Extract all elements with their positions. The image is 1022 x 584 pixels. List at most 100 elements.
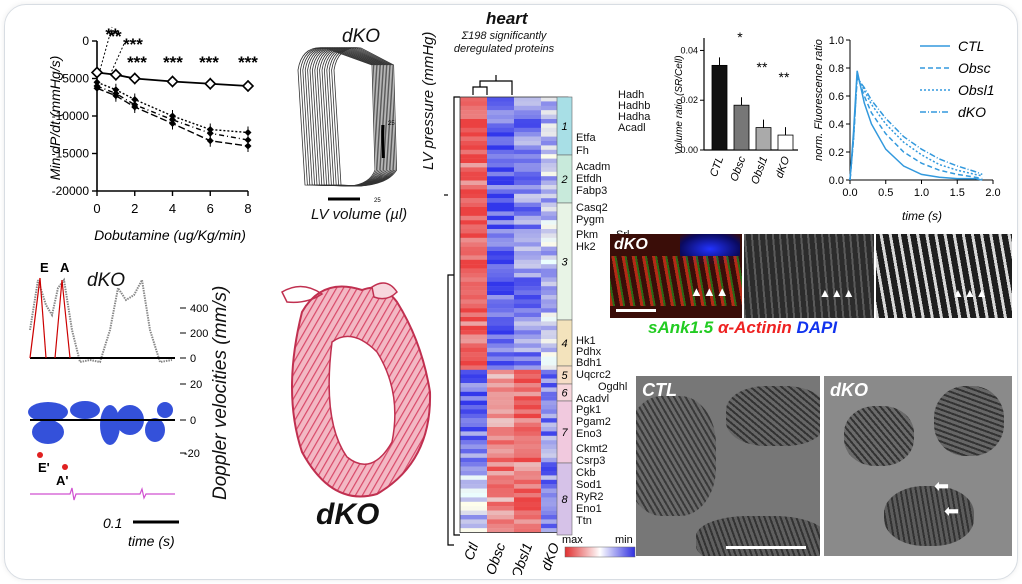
heatmap-cell [514,105,541,111]
heatmap-cell [487,497,514,502]
heatmap-cell [541,268,568,274]
figure-frame [4,4,1018,580]
heatmap-cell [487,255,514,260]
heatmap-cell [460,255,487,260]
fl-series-line [849,74,983,181]
heatmap-cell [487,132,514,137]
heatmap-cell [460,427,487,432]
vr-sig: ** [779,69,790,85]
heatmap-cell [460,444,487,450]
heatmap-col-label: dKO [538,540,563,572]
heatmap-cell [514,286,541,291]
heatmap-cell [487,277,514,282]
fl-ylabel: norm. Fluorescence ratio [813,39,825,161]
heatmap-cell [541,462,568,467]
heatmap-cell [460,334,487,340]
heatmap-cell [514,352,541,357]
heatmap-cell [541,303,568,309]
heatmap-cell [541,299,568,304]
doppler-tick-200: 200 [190,328,208,340]
heatmap-cell [514,290,541,296]
fl-ytick-label: 0.2 [829,147,844,159]
heatmap-cell [460,136,487,142]
heatmap-cell [460,413,487,419]
doppler-tick-0a: 0 [190,353,196,365]
heatmap-cell [460,303,487,309]
heatmap-cell [514,246,541,252]
heatmap-cell [487,484,514,489]
heatmap-cell [541,356,568,362]
heatmap-cell [514,141,541,146]
dob-xtick-label: 4 [169,201,176,216]
heatmap-cell [514,493,541,498]
heatmap-cell [460,510,487,516]
heatmap-title: heart [486,9,528,28]
heatmap-cell [541,251,568,256]
doppler-ylabel: Doppler velocities (mm/s) [210,285,231,500]
heatmap-cell [460,321,487,326]
heatmap-cell [514,114,541,120]
heatmap-cell [541,149,568,155]
heatmap-cell [541,369,568,375]
vr-bar [755,127,772,151]
pv-loop-trace [302,47,379,187]
dob-ytick-label: -5000 [58,72,89,86]
dob-ytick-label: -10000 [52,109,90,123]
heatmap-cell [514,528,541,533]
heatmap-cell [541,123,568,128]
heatmap-cell [514,97,541,102]
heatmap-cell [460,149,487,155]
heatmap-cell [514,387,541,392]
heatmap-cell [541,330,568,335]
heatmap-cell [487,229,514,234]
heatmap-cell [460,273,487,278]
heatmap-cell [541,484,568,489]
pv-loop-trace [331,47,396,187]
heatmap-cell [487,352,514,357]
heatmap-cell [487,171,514,177]
dob-sig-mark: *** [199,53,219,72]
heatmap-cell [487,391,514,397]
heatmap-cell [514,325,541,331]
em-ctl-image: CTL [636,376,820,556]
heatmap-cell [514,418,541,423]
heatmap-cell [514,185,541,190]
heatmap-cell [487,396,514,401]
dob-series-line [96,87,249,147]
em-scale-bar [726,546,806,549]
heatmap-cell [541,220,568,225]
heatmap-cell [487,501,514,507]
heatmap-cell [541,334,568,340]
heatmap-cell [541,114,568,120]
heatmap-cell [460,435,487,441]
immuno-arrowheads-2: ▲▲▲ [819,286,855,300]
heatmap-cell [514,215,541,221]
em-dko-image: ⬅ ⬅ dKO [824,376,1012,556]
heatmap-cell [460,242,487,247]
dob-sig-mark: *** [127,53,147,72]
heatmap-cell [487,105,514,111]
heatmap-cell [460,497,487,502]
fl-ytick-label: 1.0 [829,35,844,47]
heatmap-cell [487,176,514,181]
heatmap-cell [460,391,487,397]
heatmap-cell [541,273,568,278]
dob-xlabel: Dobutamine (ug/Kg/min) [94,227,246,243]
dob-point [112,92,120,100]
fl-xtick-label: 0.5 [878,187,893,199]
heatmap-cell [487,361,514,366]
heatmap-cell [460,145,487,150]
heatmap-cell [541,136,568,142]
doppler-scale-label: 0.1 [103,515,122,531]
heatmap-cell [460,185,487,190]
dob-ytick-label: -20000 [52,184,90,198]
heatmap-cell [541,405,568,410]
heatmap-cell [460,259,487,265]
heatmap-cell [487,259,514,265]
heatmap-cell [487,286,514,291]
heatmap-cell [541,229,568,234]
heatmap-legend-max: max [562,534,583,546]
heatmap-cell [514,158,541,164]
dob-point [166,75,179,88]
heatmap-cell [460,317,487,322]
